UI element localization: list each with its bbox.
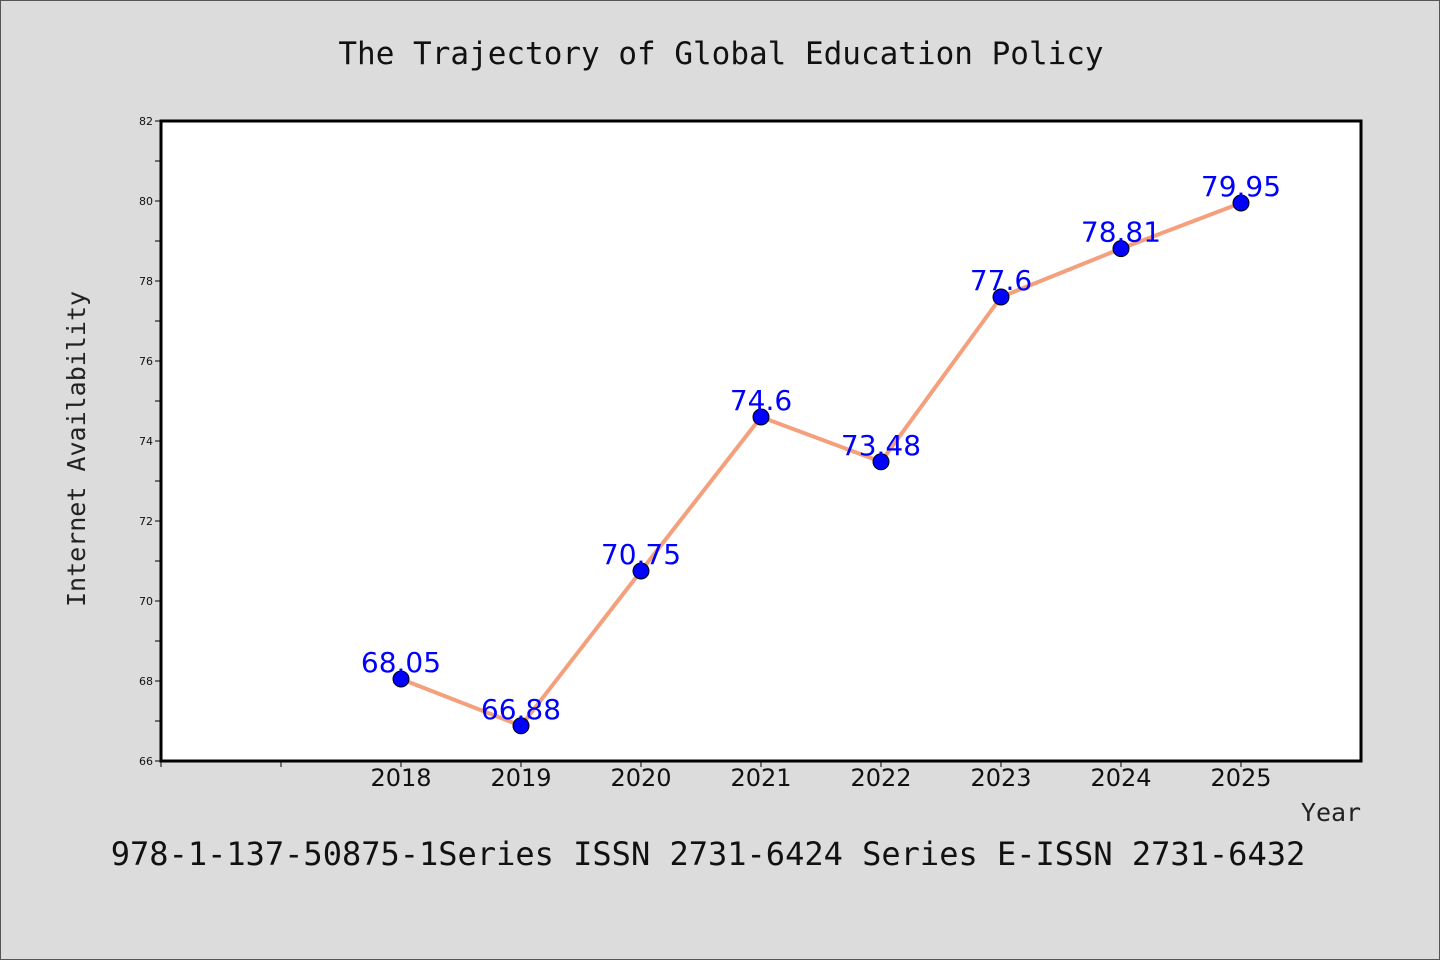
x-tick-label: 2020 <box>610 764 671 792</box>
footer-isbn-issn: 978-1-137-50875-1Series ISSN 2731-6424 S… <box>111 835 1305 873</box>
axis-ticks: 66 68 70 72 74 76 78 80 82 2018 2019 2020 2021 2022 20… <box>139 115 1272 792</box>
x-tick-label: 2019 <box>490 764 551 792</box>
data-point <box>872 453 890 471</box>
x-tick-label: 2021 <box>730 764 791 792</box>
data-point <box>1112 240 1130 258</box>
x-tick-label: 2025 <box>1210 764 1271 792</box>
data-point <box>992 288 1010 306</box>
data-label: 77.6 <box>970 264 1032 297</box>
series-line <box>399 201 1243 728</box>
plot-area <box>161 121 1361 761</box>
data-label: 70.75 <box>601 538 681 571</box>
data-label: 74.6 <box>730 384 792 417</box>
y-tick-label: 78 <box>139 275 153 288</box>
x-tick-label: 2022 <box>850 764 911 792</box>
y-tick-label: 74 <box>139 435 153 448</box>
y-tick-label: 82 <box>139 115 153 128</box>
chart-title: The Trajectory of Global Education Polic… <box>338 36 1103 72</box>
data-label: 73.48 <box>841 429 921 462</box>
series-markers <box>392 194 1250 735</box>
data-point <box>1232 194 1250 212</box>
x-tick-label: 2018 <box>370 764 431 792</box>
data-point <box>392 670 410 688</box>
y-axis-label: Internet Availability <box>62 291 91 607</box>
data-point <box>512 717 530 735</box>
y-tick-label: 66 <box>139 755 153 768</box>
data-label: 68.05 <box>361 646 441 679</box>
plot-border <box>159 119 1363 763</box>
series-line-layer <box>399 201 1243 728</box>
data-point <box>752 408 770 426</box>
y-tick-label: 76 <box>139 355 153 368</box>
data-label: 79.95 <box>1201 170 1281 203</box>
x-tick-label: 2024 <box>1090 764 1151 792</box>
y-tick-label: 80 <box>139 195 153 208</box>
data-label: 66.88 <box>481 693 561 726</box>
x-axis-label: Year <box>1301 798 1361 827</box>
y-tick-label: 72 <box>139 515 153 528</box>
y-tick-label: 68 <box>139 675 153 688</box>
y-tick-label: 70 <box>139 595 153 608</box>
data-point <box>632 562 650 580</box>
data-labels: 68.05 66.88 70.75 74.6 73.48 77.6 78.81 79.95 <box>361 170 1281 726</box>
data-label: 78.81 <box>1081 216 1161 249</box>
x-tick-label: 2023 <box>970 764 1031 792</box>
